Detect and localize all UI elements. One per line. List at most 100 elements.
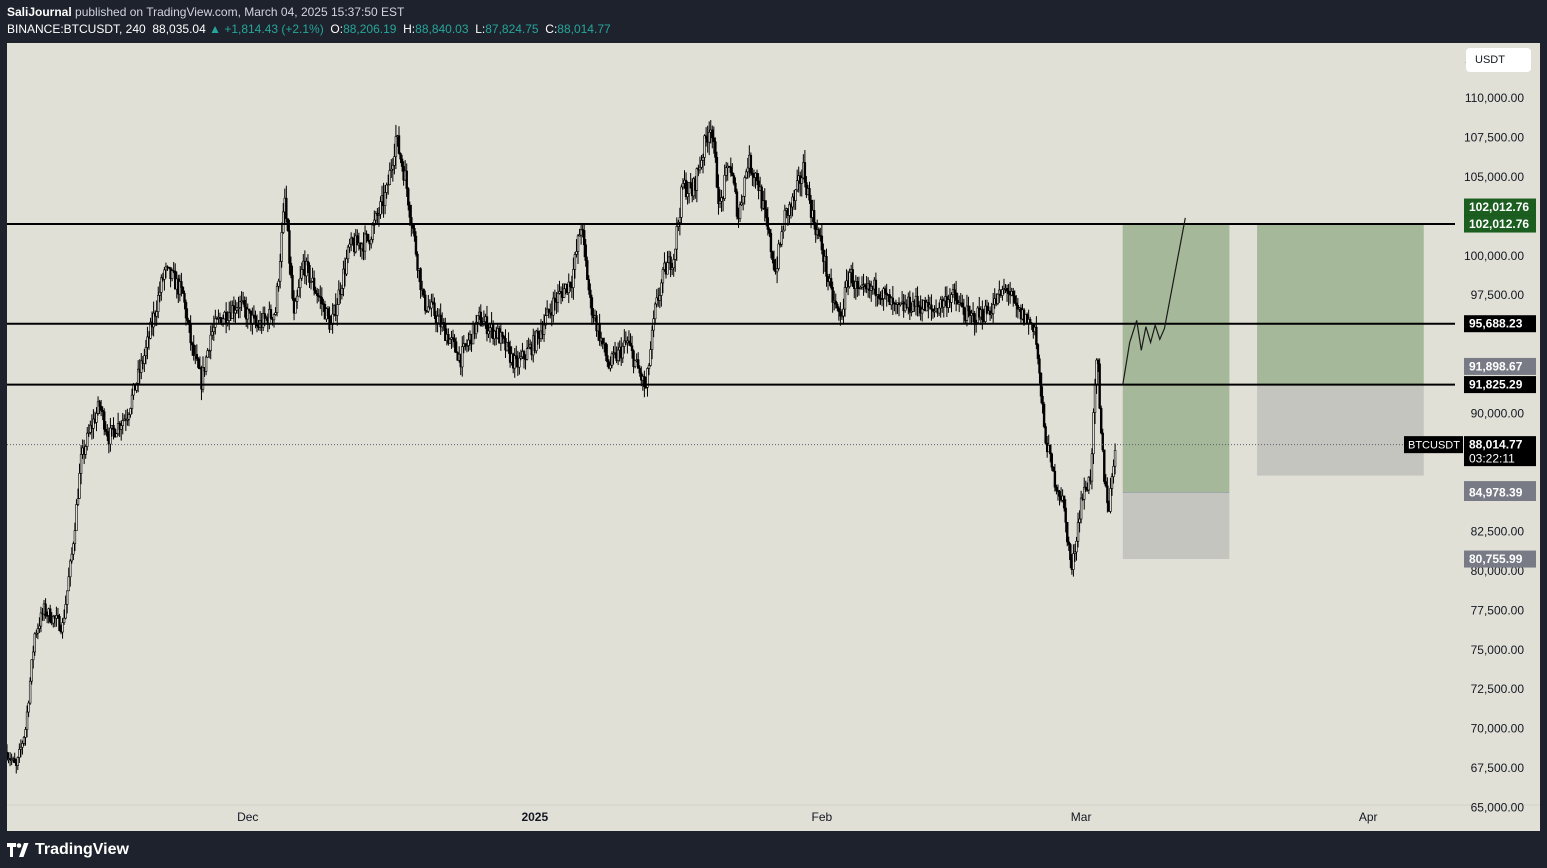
candle-body <box>1096 359 1100 365</box>
candle-body <box>749 154 753 174</box>
chart-panel[interactable]: 65,000.00 67,500.00 70,000.00 72,500.00 75,0… <box>7 43 1540 831</box>
candle-body <box>422 288 425 296</box>
candle-body <box>582 230 586 246</box>
candle-body <box>21 743 24 748</box>
candle-body <box>729 166 733 173</box>
candle-body <box>144 347 148 356</box>
candle <box>278 253 282 289</box>
candle-body <box>70 553 74 562</box>
tradingview-logo[interactable]: TradingView <box>7 839 129 861</box>
candle-body <box>1109 488 1112 512</box>
candle-body <box>49 608 52 623</box>
candle <box>575 239 578 258</box>
candle <box>371 222 374 243</box>
candle <box>947 294 950 313</box>
candle <box>487 323 490 339</box>
candle-body <box>39 612 43 627</box>
candle-body <box>544 315 547 326</box>
candle <box>757 173 760 200</box>
candle <box>209 325 212 360</box>
candle <box>848 268 851 289</box>
candle <box>319 285 322 310</box>
candle <box>755 169 759 186</box>
candle-body <box>388 170 391 185</box>
candle-body <box>87 432 90 434</box>
candle-body <box>1013 295 1016 304</box>
candle <box>590 294 594 325</box>
candle <box>732 173 736 186</box>
candle <box>633 360 637 369</box>
candle-body <box>1104 481 1108 487</box>
candle <box>920 298 924 322</box>
author-name[interactable]: SaliJournal <box>7 5 72 19</box>
price-label-102,012.76: 102,012.76 <box>1464 198 1536 216</box>
last-price: 88,035.04 <box>152 22 206 36</box>
candle-body <box>285 197 288 220</box>
candle-body <box>990 313 993 316</box>
close-value: 88,014.77 <box>557 22 611 36</box>
candle <box>184 299 188 326</box>
candle <box>308 262 311 288</box>
candle-body <box>817 229 820 236</box>
candle-body <box>502 336 506 339</box>
candle-body <box>314 289 317 294</box>
candle <box>84 443 87 459</box>
candle <box>581 224 584 238</box>
candle <box>988 306 992 321</box>
candle <box>1041 386 1044 414</box>
candle <box>731 163 734 177</box>
candle <box>126 408 129 426</box>
candle-body <box>637 359 640 369</box>
candle-body <box>235 307 239 311</box>
candle-body <box>312 277 316 291</box>
candle-body <box>385 184 388 193</box>
candle <box>562 283 566 298</box>
candle-body <box>751 172 754 176</box>
tradingview-logo-icon <box>7 843 29 857</box>
candle-body <box>956 300 959 305</box>
candle-body <box>910 311 913 313</box>
candle <box>860 276 864 290</box>
candle-body <box>741 196 745 204</box>
candle-body <box>933 310 936 313</box>
candle <box>286 218 290 232</box>
candle <box>400 154 404 172</box>
price-chart[interactable]: 65,000.00 67,500.00 70,000.00 72,500.00 75,0… <box>7 43 1540 831</box>
currency-button[interactable]: USDT <box>1466 48 1531 72</box>
candle-body <box>771 251 774 261</box>
candle-body <box>820 235 824 251</box>
candle-body <box>700 160 703 168</box>
candle-body <box>69 560 72 578</box>
candle-body <box>414 235 418 255</box>
candle <box>569 281 572 292</box>
candle <box>1044 423 1047 445</box>
candle-body <box>288 230 291 264</box>
candle-body <box>27 702 30 713</box>
candle-body <box>474 321 478 335</box>
candle <box>1007 284 1010 306</box>
candle-body <box>794 189 797 201</box>
candle <box>698 156 702 174</box>
candle <box>1092 408 1095 465</box>
candle-body <box>768 229 771 234</box>
candle-body <box>1029 319 1032 324</box>
candle <box>981 300 984 330</box>
candle-body <box>337 289 341 305</box>
candle <box>780 225 783 248</box>
candle-body <box>274 312 277 315</box>
price-change: ▲ +1,814.43 (+2.1%) <box>209 22 324 36</box>
candle-body <box>874 279 878 297</box>
candle-body <box>454 341 458 353</box>
candle <box>522 349 526 369</box>
candle <box>342 260 345 297</box>
candle <box>140 353 143 380</box>
candle <box>1056 484 1060 501</box>
candle-body <box>587 279 591 291</box>
candle-body <box>954 292 958 301</box>
candle <box>954 280 958 312</box>
candle <box>474 314 478 339</box>
candle-body <box>56 614 60 617</box>
candle <box>72 541 75 561</box>
candle-body <box>552 297 555 316</box>
candle <box>317 288 320 302</box>
